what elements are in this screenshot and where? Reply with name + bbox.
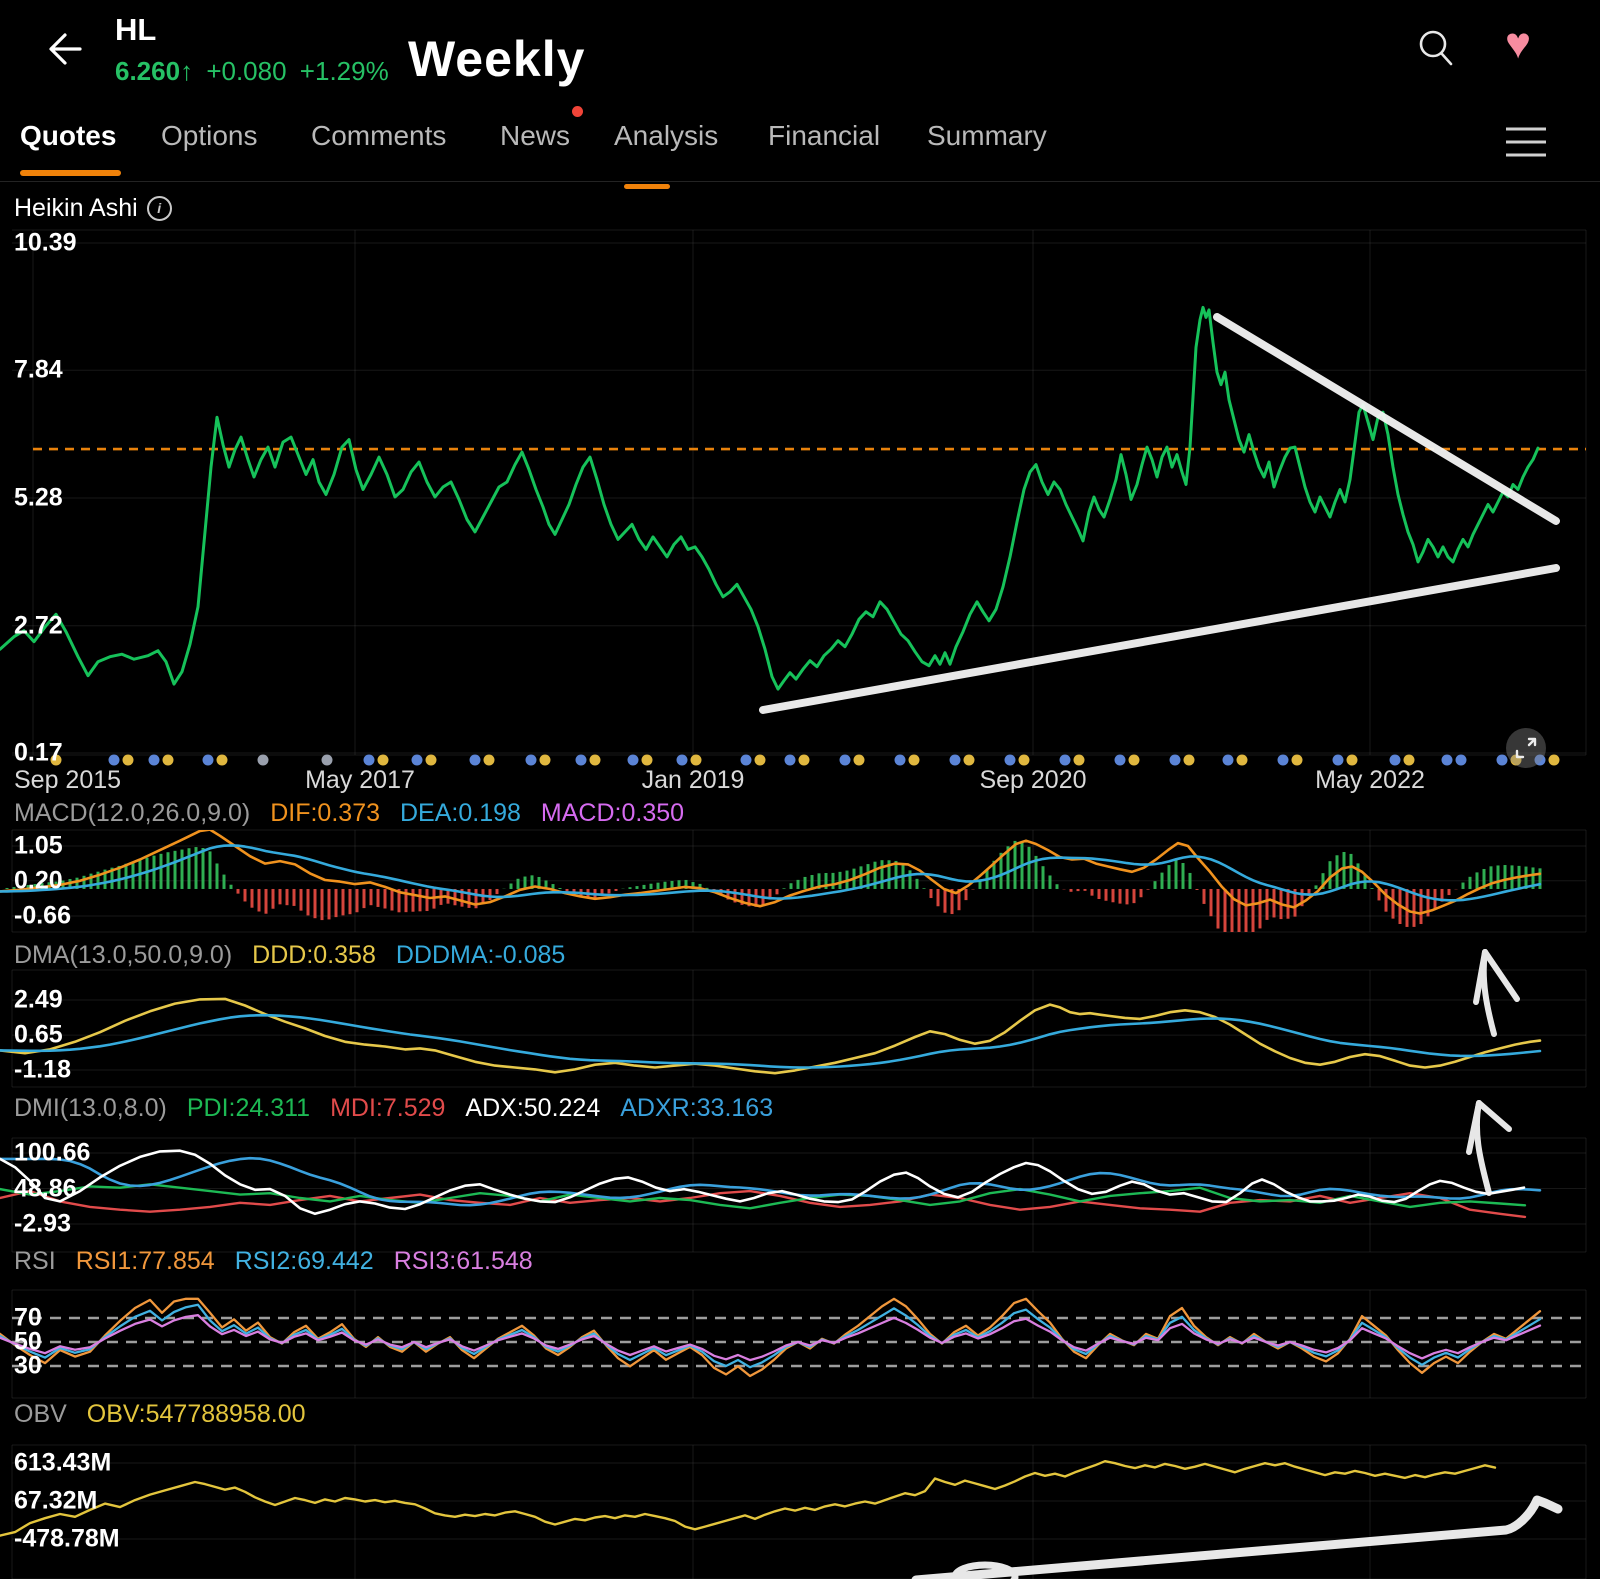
chart-type-label-row: Heikin Ashi i	[14, 194, 172, 222]
tab-comments[interactable]: Comments	[311, 120, 447, 151]
menu-hamburger-icon[interactable]	[1504, 122, 1548, 162]
y-axis-tick: 67.32M	[14, 1486, 98, 1515]
indicator-label: MDI:7.529	[330, 1094, 446, 1122]
indicator-header-row: OBV OBV:547788958.00	[14, 1400, 306, 1429]
indicator-label: DDD:0.358	[252, 941, 376, 969]
up-arrow-icon: ↑	[180, 56, 194, 86]
y-axis-tick: 5.28	[14, 483, 63, 512]
x-axis-tick: Sep 2020	[979, 766, 1087, 794]
y-axis-tick: 2.72	[14, 611, 63, 640]
x-axis-tick: May 2017	[305, 766, 415, 794]
dma-series	[0, 997, 1542, 1075]
price-row: 6.260↑ +0.080 +1.29%	[115, 56, 389, 87]
last-price: 6.260	[115, 56, 181, 86]
favorite-heart-icon[interactable]: ♥	[1504, 19, 1532, 68]
chart-type-label: Heikin Ashi	[14, 193, 138, 222]
indicator-header-row: MACD(12.0,26.0,9.0) DIF:0.373 DEA:0.198 MAC…	[14, 799, 684, 828]
news-unread-badge	[572, 106, 583, 117]
tab-analysis[interactable]: Analysis	[614, 120, 719, 151]
indicator-header-row: DMA(13.0,50.0,9.0) DDD:0.358 DDDMA:-0.085	[14, 941, 565, 970]
y-axis-tick: 0.65	[14, 1020, 63, 1049]
event-dots	[50, 754, 1560, 766]
search-icon[interactable]	[1414, 26, 1458, 70]
tabbar-divider	[0, 181, 1600, 182]
indicator-label: OBV	[14, 1400, 67, 1428]
indicator-label: RSI1:77.854	[75, 1247, 215, 1275]
indicator-label: RSI	[14, 1247, 56, 1275]
indicator-label: RSI2:69.442	[234, 1247, 374, 1275]
x-axis-tick: Sep 2015	[14, 766, 122, 794]
indicator-label: RSI3:61.548	[393, 1247, 533, 1275]
y-axis-tick: 30	[14, 1351, 42, 1380]
y-axis-tick: 2.49	[14, 985, 63, 1014]
obv-series	[0, 1459, 1497, 1537]
indicator-label: PDI:24.311	[186, 1094, 311, 1122]
symbol-title: HL	[115, 12, 157, 47]
y-axis-tick: 7.84	[14, 355, 63, 384]
rsi-series	[0, 1297, 1542, 1378]
y-axis-tick: -1.18	[14, 1055, 71, 1084]
macd-series	[0, 830, 1542, 932]
indicator-label: OBV:547788958.00	[86, 1400, 306, 1428]
tab-quotes[interactable]: Quotes	[20, 120, 117, 151]
indicator-label: DMA(13.0,50.0,9.0)	[14, 941, 233, 969]
indicator-label: DIF:0.373	[270, 799, 380, 827]
fullscreen-expand-icon[interactable]	[1506, 728, 1546, 768]
indicator-label: DMI(13.0,8.0)	[14, 1094, 167, 1122]
price-series	[0, 305, 1586, 691]
y-axis-tick: 48.86	[14, 1174, 77, 1202]
tab-options[interactable]: Options	[161, 120, 258, 151]
indicator-label: ADXR:33.163	[620, 1094, 774, 1122]
y-axis-tick: 613.43M	[14, 1448, 112, 1477]
y-axis-tick: 100.66	[14, 1138, 91, 1167]
back-icon[interactable]	[40, 26, 88, 72]
y-axis-tick: 0.20	[14, 866, 63, 895]
indicator-label: MACD:0.350	[540, 799, 685, 827]
indicator-label: MACD(12.0,26.0,9.0)	[14, 799, 251, 827]
tab-news[interactable]: News	[500, 120, 571, 151]
y-axis-tick: 0.17	[14, 738, 63, 767]
info-icon[interactable]: i	[146, 195, 172, 221]
analysis-tab-indicator	[624, 184, 670, 189]
y-axis-tick: 10.39	[14, 228, 77, 257]
hand-drawn-annotations	[759, 313, 1563, 1579]
tab-financial[interactable]: Financial	[768, 120, 881, 151]
grid-lines	[11, 229, 1587, 1579]
indicator-header-row: DMI(13.0,8.0) PDI:24.311 MDI:7.529 ADX:50.2…	[14, 1094, 773, 1123]
indicator-header-row: RSI RSI1:77.854 RSI2:69.442 RSI3:61.548	[14, 1247, 533, 1276]
period-overlay-label: Weekly	[408, 31, 586, 87]
indicator-label: ADX:50.224	[465, 1094, 601, 1122]
tab-summary[interactable]: Summary	[927, 120, 1047, 151]
y-axis-tick: 50	[14, 1327, 42, 1356]
y-axis-tick: 1.05	[14, 831, 63, 860]
y-axis-tick: -2.93	[14, 1209, 71, 1238]
x-axis-tick: Jan 2019	[641, 766, 745, 794]
dmi-series	[0, 1149, 1542, 1219]
indicator-label: DEA:0.198	[400, 799, 521, 827]
tab-bar: Quotes Options Comments News Analysis Fi…	[0, 106, 1600, 189]
x-axis-tick: May 2022	[1315, 766, 1425, 794]
y-axis-tick: -0.66	[14, 901, 71, 930]
indicator-label: DDDMA:-0.085	[395, 941, 566, 969]
y-axis-tick: 70	[14, 1303, 42, 1332]
price-change: +0.080	[206, 56, 287, 86]
active-tab-underline	[20, 170, 121, 176]
y-axis-tick: -478.78M	[14, 1524, 120, 1553]
price-change-pct: +1.29%	[299, 56, 389, 86]
